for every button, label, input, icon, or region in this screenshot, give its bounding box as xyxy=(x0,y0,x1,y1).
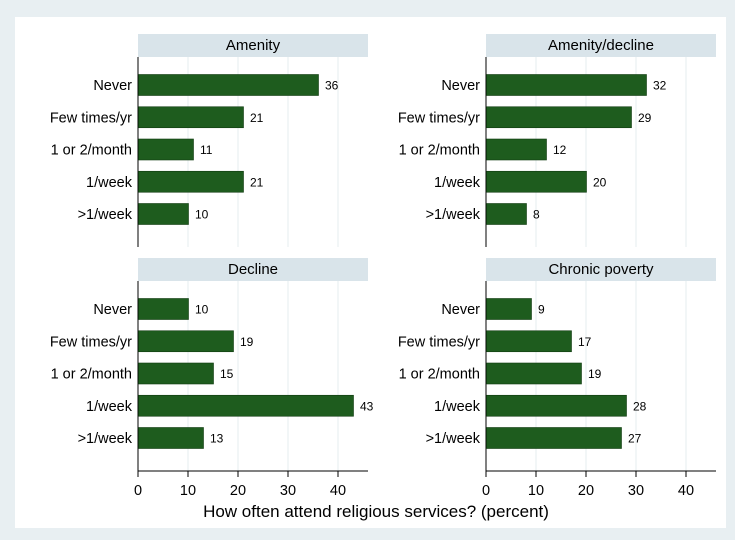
panel-header xyxy=(138,34,368,57)
bar-value-label: 17 xyxy=(578,335,592,349)
bar-value-label: 13 xyxy=(210,432,224,446)
bar-value-label: 29 xyxy=(638,111,652,125)
panel-title: Decline xyxy=(228,261,278,278)
bar-value-label: 32 xyxy=(653,79,667,93)
panel-title: Amenity xyxy=(226,37,281,54)
bar-value-label: 28 xyxy=(633,399,647,413)
bar-value-label: 21 xyxy=(250,175,264,189)
bar-value-label: 10 xyxy=(195,303,209,317)
bar xyxy=(138,330,234,353)
category-label: 1 or 2/month xyxy=(51,367,132,383)
bar-value-label: 27 xyxy=(628,432,642,446)
bar xyxy=(138,298,189,320)
bar-value-label: 9 xyxy=(538,303,545,317)
category-label: Few times/yr xyxy=(50,110,132,126)
bar-value-label: 10 xyxy=(195,208,209,222)
panel-header xyxy=(138,258,368,281)
category-label: Few times/yr xyxy=(398,110,480,126)
bar xyxy=(486,298,532,320)
x-tick-label: 40 xyxy=(330,483,346,499)
x-tick-label: 0 xyxy=(482,483,490,499)
bar-value-label: 21 xyxy=(250,111,264,125)
category-label: 1 or 2/month xyxy=(399,367,480,383)
bar xyxy=(486,74,647,96)
category-label: 1 or 2/month xyxy=(399,143,480,159)
panel-title: Chronic poverty xyxy=(548,261,654,278)
panel: Chronic poverty 9 Never 17 Few times/yr 19 1 o… xyxy=(398,258,716,499)
x-tick-label: 30 xyxy=(280,483,296,499)
panel-title: Amenity/decline xyxy=(548,37,654,54)
bar xyxy=(138,203,189,225)
bar xyxy=(138,362,214,385)
bar xyxy=(138,106,244,129)
category-label: 1/week xyxy=(86,399,133,415)
category-label: 1/week xyxy=(434,175,481,191)
bar xyxy=(138,394,354,417)
category-label: >1/week xyxy=(426,207,481,223)
category-label: Few times/yr xyxy=(398,334,480,350)
bar xyxy=(138,74,319,96)
bar xyxy=(138,170,244,193)
category-label: >1/week xyxy=(426,431,481,447)
x-tick-label: 20 xyxy=(230,483,246,499)
bar-value-label: 8 xyxy=(533,208,540,222)
x-tick-label: 10 xyxy=(180,483,196,499)
category-label: 1/week xyxy=(86,175,133,191)
bar-value-label: 43 xyxy=(360,399,374,413)
bar-value-label: 20 xyxy=(593,175,607,189)
bar-value-label: 19 xyxy=(240,335,254,349)
x-tick-label: 0 xyxy=(134,483,142,499)
bar-value-label: 12 xyxy=(553,143,567,157)
bar xyxy=(138,427,204,449)
panel-header xyxy=(486,258,716,281)
bar-value-label: 11 xyxy=(200,143,213,157)
bar xyxy=(486,203,527,225)
x-axis-title: How often attend religious services? (pe… xyxy=(203,502,549,521)
x-tick-label: 20 xyxy=(578,483,594,499)
panel: Amenity 36 Never 21 Few times/yr 11 1 or 2/mon… xyxy=(50,34,368,247)
category-label: Never xyxy=(93,78,132,94)
category-label: Few times/yr xyxy=(50,334,132,350)
category-label: Never xyxy=(441,78,480,94)
panel: Amenity/decline 32 Never 29 Few times/yr 12 1 … xyxy=(398,34,716,247)
bar xyxy=(486,394,627,417)
bar-value-label: 36 xyxy=(325,79,339,93)
category-label: 1/week xyxy=(434,399,481,415)
category-label: Never xyxy=(93,302,132,318)
bar xyxy=(486,427,622,449)
bar xyxy=(138,138,194,161)
category-label: 1 or 2/month xyxy=(51,143,132,159)
bar xyxy=(486,106,632,129)
bar xyxy=(486,138,547,161)
bar xyxy=(486,170,587,193)
category-label: >1/week xyxy=(78,431,133,447)
bar xyxy=(486,362,582,385)
x-tick-label: 40 xyxy=(678,483,694,499)
bar-value-label: 15 xyxy=(220,367,234,381)
panel: Decline 10 Never 19 Few times/yr 15 1 or 2/mon… xyxy=(50,258,374,499)
panel-header xyxy=(486,34,716,57)
bar xyxy=(486,330,572,353)
category-label: >1/week xyxy=(78,207,133,223)
panels: Amenity 36 Never 21 Few times/yr 11 1 or 2/mon… xyxy=(50,34,716,499)
x-tick-label: 30 xyxy=(628,483,644,499)
x-tick-label: 10 xyxy=(528,483,544,499)
bar-value-label: 19 xyxy=(588,367,602,381)
category-label: Never xyxy=(441,302,480,318)
